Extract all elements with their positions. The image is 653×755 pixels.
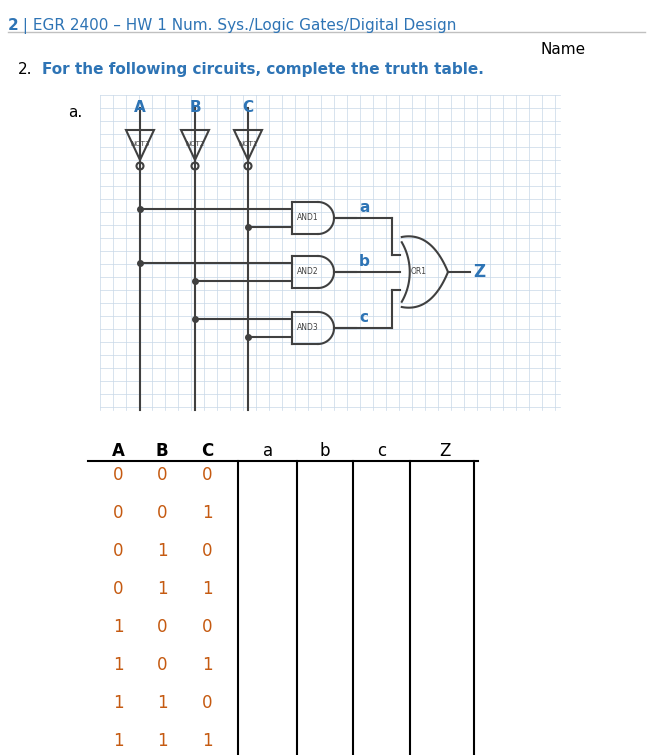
Text: For the following circuits, complete the truth table.: For the following circuits, complete the…	[42, 62, 484, 77]
Text: 0: 0	[157, 504, 167, 522]
Text: 0: 0	[157, 656, 167, 674]
Text: 0: 0	[202, 618, 212, 636]
Text: 1: 1	[113, 618, 123, 636]
Text: AND1: AND1	[297, 214, 319, 223]
Text: 0: 0	[113, 504, 123, 522]
Text: B: B	[189, 100, 201, 115]
Text: 1: 1	[157, 580, 167, 598]
Text: NOT1: NOT1	[238, 141, 258, 147]
Text: 2.: 2.	[18, 62, 33, 77]
Text: 1: 1	[157, 694, 167, 712]
Text: 1: 1	[202, 732, 212, 750]
Text: 0: 0	[157, 618, 167, 636]
Text: a.: a.	[68, 105, 82, 120]
Text: AND3: AND3	[297, 323, 319, 332]
Text: C: C	[242, 100, 253, 115]
Text: A: A	[112, 442, 125, 460]
Text: 0: 0	[157, 466, 167, 484]
Text: 1: 1	[113, 656, 123, 674]
Text: b: b	[359, 254, 370, 269]
Text: 0: 0	[113, 542, 123, 560]
Text: c: c	[359, 310, 368, 325]
Text: 0: 0	[202, 542, 212, 560]
Text: b: b	[320, 442, 330, 460]
Text: c: c	[377, 442, 387, 460]
Text: NOT2: NOT2	[185, 141, 204, 147]
Text: 0: 0	[113, 466, 123, 484]
Text: OR1: OR1	[410, 267, 426, 276]
Text: a: a	[359, 199, 370, 214]
Text: Z: Z	[473, 263, 485, 281]
Text: 1: 1	[202, 656, 212, 674]
Text: 2: 2	[8, 18, 19, 33]
Text: 0: 0	[202, 694, 212, 712]
Text: Z: Z	[439, 442, 451, 460]
Text: AND2: AND2	[297, 267, 319, 276]
Text: 0: 0	[202, 466, 212, 484]
Text: 1: 1	[202, 580, 212, 598]
Text: | EGR 2400 – HW 1 Num. Sys./Logic Gates/Digital Design: | EGR 2400 – HW 1 Num. Sys./Logic Gates/…	[18, 18, 456, 34]
Text: 1: 1	[113, 694, 123, 712]
Text: 0: 0	[113, 580, 123, 598]
Text: Name: Name	[540, 42, 585, 57]
Text: 1: 1	[157, 542, 167, 560]
Text: 1: 1	[113, 732, 123, 750]
Text: C: C	[201, 442, 213, 460]
Text: a: a	[263, 442, 273, 460]
Text: NOT3: NOT3	[131, 141, 150, 147]
Text: 1: 1	[202, 504, 212, 522]
Text: A: A	[134, 100, 146, 115]
Text: B: B	[155, 442, 168, 460]
Text: 1: 1	[157, 732, 167, 750]
